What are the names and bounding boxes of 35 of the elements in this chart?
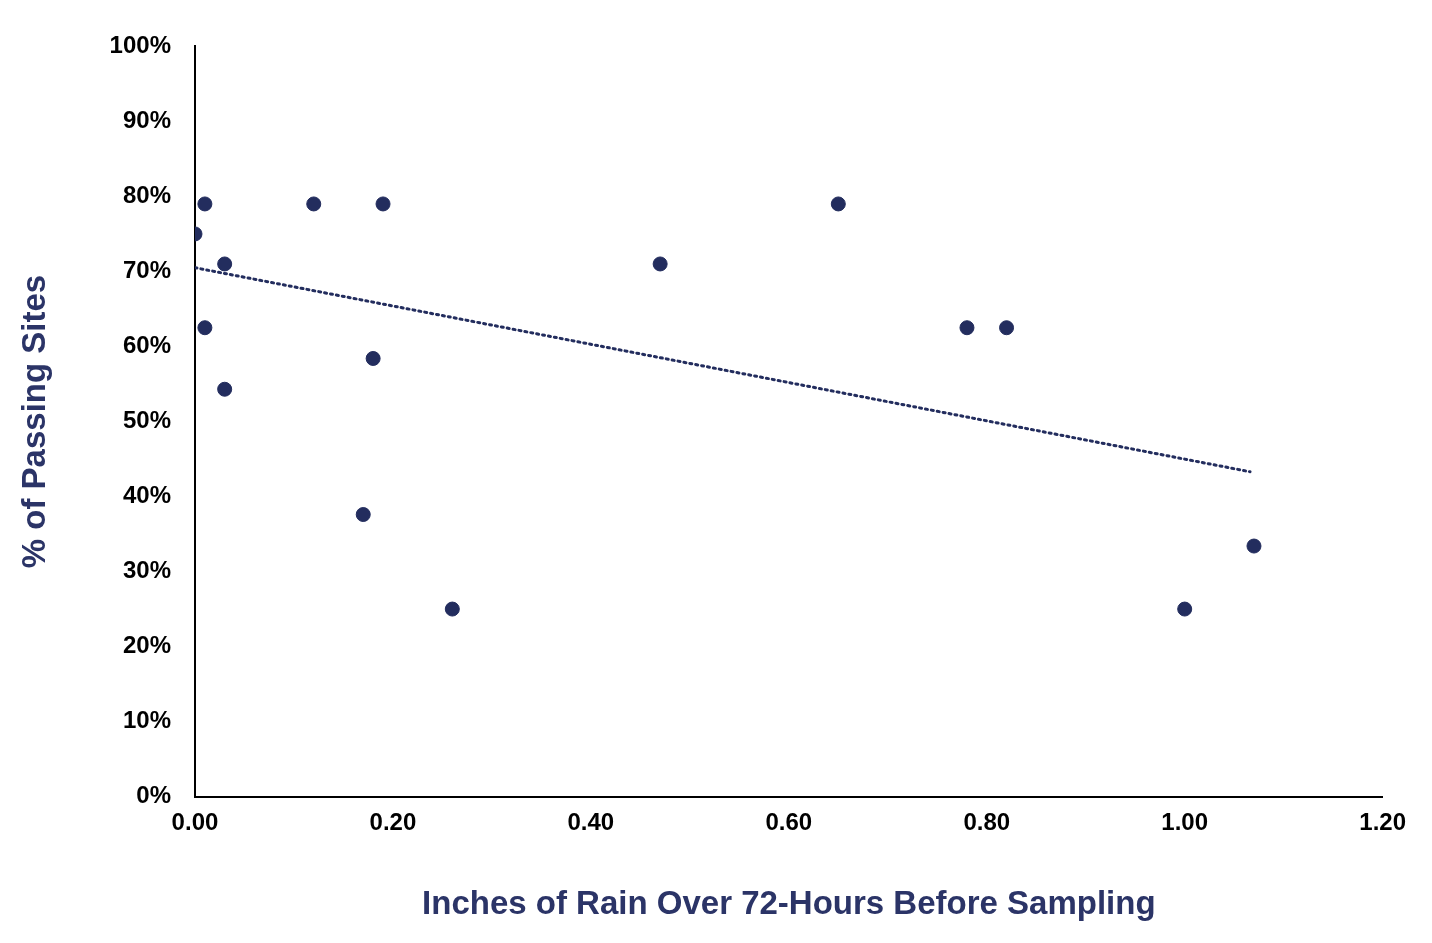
y-tick-label: 10% <box>122 706 171 734</box>
point <box>217 381 233 397</box>
point <box>197 320 213 336</box>
point <box>365 350 381 366</box>
y-tick-label: 50% <box>122 406 171 434</box>
y-axis-title: % of Passing Sites <box>14 274 52 569</box>
x-tick-label: 0.20 <box>369 807 417 835</box>
point <box>306 196 322 212</box>
x-tick-label: 0.00 <box>171 807 219 835</box>
point <box>999 320 1015 336</box>
y-tick-label: 70% <box>122 256 171 284</box>
point <box>197 196 213 212</box>
point <box>652 256 668 272</box>
y-tick-label: 90% <box>122 106 171 134</box>
x-tick-label: 1.00 <box>1161 807 1209 835</box>
y-tick-label: 40% <box>122 481 171 509</box>
y-tick-label: 20% <box>122 631 171 659</box>
point <box>444 601 460 617</box>
point <box>355 507 371 523</box>
x-tick-label: 0.80 <box>963 807 1011 835</box>
point <box>1246 538 1262 554</box>
point <box>375 196 391 212</box>
x-tick-label: 1.20 <box>1359 807 1406 835</box>
y-tick-label: 30% <box>122 556 171 584</box>
point <box>830 196 846 212</box>
point <box>1177 601 1193 617</box>
y-tick-label: 0% <box>136 781 171 809</box>
y-tick-label: 60% <box>122 331 171 359</box>
x-axis-title: Inches of Rain Over 72-Hours Before Sampling <box>422 884 1156 922</box>
y-tick-label: 100% <box>109 31 171 59</box>
x-tick-label: 0.40 <box>567 807 615 835</box>
point <box>959 320 975 336</box>
point <box>217 256 233 272</box>
y-tick-label: 80% <box>122 181 171 209</box>
x-tick-label: 0.60 <box>765 807 813 835</box>
